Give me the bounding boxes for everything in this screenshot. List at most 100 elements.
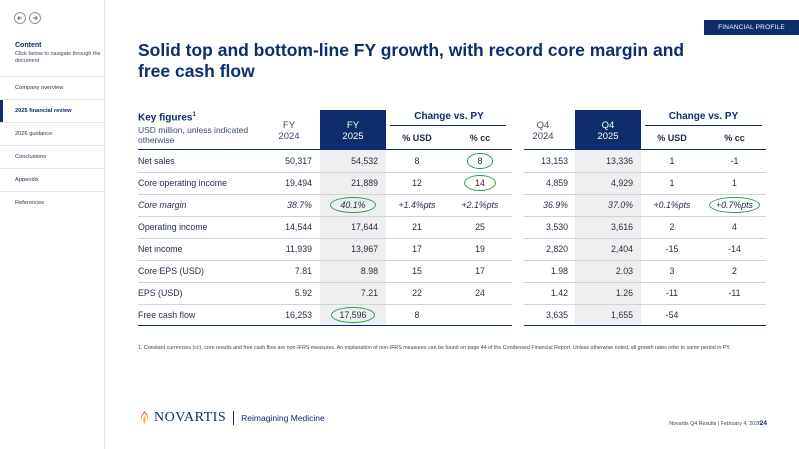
- cell-fy2025: 21,889: [351, 178, 378, 188]
- cell-cc-q4: +0.7%pts: [703, 194, 766, 216]
- cell-q42024: 1.98: [550, 266, 568, 276]
- q42024-header: Q4 2024: [510, 120, 576, 142]
- row-label: Net sales: [138, 156, 175, 166]
- novartis-logo: NOVARTIS Reimagining Medicine: [138, 410, 325, 426]
- key-figures-label: Key figures: [138, 112, 193, 124]
- cell-fy2024: 5.92: [294, 288, 312, 298]
- highlight-circle: 40.1%: [329, 197, 377, 213]
- cell-fy2025: 7.21: [360, 288, 378, 298]
- table-row: Operating income 14,544 17,644 21 25 3,5…: [138, 216, 766, 238]
- cell-q42025: 4,929: [610, 178, 633, 188]
- cell-cc: 24: [475, 288, 485, 298]
- table-body: Net sales 50,317 54,532 8 8 13,153 13,33…: [138, 150, 766, 326]
- q42025-label: Q4: [601, 120, 615, 131]
- sidebar-title: Content: [15, 42, 42, 49]
- cell-fy2025: 40.1%: [320, 194, 386, 216]
- cell-q42025: 3,616: [610, 222, 633, 232]
- cell-cc: 14: [448, 172, 512, 194]
- cell-cc-q4: 2: [732, 266, 737, 276]
- row-divider: [524, 238, 766, 239]
- back-arrow-icon[interactable]: [14, 12, 26, 24]
- cc-q4-header: % cc: [724, 133, 745, 143]
- row-divider: [524, 282, 766, 283]
- cell-cc-q4: [703, 304, 766, 326]
- page-title: Solid top and bottom-line FY growth, wit…: [138, 40, 685, 81]
- sidebar-item-appendix[interactable]: Appendix: [0, 168, 105, 191]
- change-fy-header: Change vs. PY: [414, 111, 484, 122]
- highlight-circle: +0.7%pts: [709, 197, 760, 213]
- cell-fy2024: 7.81: [294, 266, 312, 276]
- sidebar-item-financial-review[interactable]: 2025 financial review: [0, 99, 105, 122]
- cell-fy2024: 50,317: [285, 156, 312, 166]
- row-divider: [138, 172, 512, 173]
- fy2024-label: FY: [282, 120, 296, 131]
- footnote: 1. Constant currencies (cc), core result…: [138, 345, 731, 351]
- sidebar-item-conclusions[interactable]: Conclusions: [0, 145, 105, 168]
- cell-usd: +1.4%pts: [398, 200, 436, 210]
- logo-wordmark: NOVARTIS: [154, 410, 227, 425]
- row-divider: [138, 260, 512, 261]
- sidebar-item-guidance[interactable]: 2026 guidance: [0, 122, 105, 145]
- cell-cc: 17: [475, 266, 485, 276]
- row-divider: [524, 304, 766, 305]
- fy2025-year: 2025: [342, 131, 364, 142]
- fy2025-header: FY 2025: [320, 110, 386, 150]
- cell-usd: 22: [412, 288, 422, 298]
- cell-q42025: 13,336: [606, 156, 633, 166]
- cell-cc-q4: 1: [732, 178, 737, 188]
- header-rule-left: [138, 149, 512, 150]
- usd-q4-header: % USD: [657, 133, 687, 143]
- row-divider: [524, 260, 766, 261]
- cell-fy2025: 13,967: [351, 244, 378, 254]
- cell-cc: +2.1%pts: [461, 200, 499, 210]
- cell-cc: 19: [475, 244, 485, 254]
- cell-fy2024: 19,494: [285, 178, 312, 188]
- row-label: Free cash flow: [138, 310, 196, 320]
- sidebar-subtitle: Click below to navigate through the docu…: [15, 51, 101, 64]
- table-row: Net sales 50,317 54,532 8 8 13,153 13,33…: [138, 150, 766, 172]
- table-bottom-rule: [524, 325, 766, 326]
- cell-usd: 17: [412, 244, 422, 254]
- forward-arrow-icon[interactable]: [29, 12, 41, 24]
- cell-cc-q4: -11: [728, 288, 741, 298]
- row-label: Net income: [138, 244, 183, 254]
- highlight-circle: 8: [466, 153, 494, 169]
- cell-usd-q4: 3: [669, 266, 675, 276]
- table-row: Core EPS (USD) 7.81 8.98 15 17 1.98 2.03…: [138, 260, 766, 282]
- sidebar-item-references[interactable]: References: [0, 191, 105, 214]
- cell-fy2025: 17,596: [320, 304, 386, 326]
- change-q4-underline: [645, 125, 762, 126]
- cell-usd: 12: [412, 178, 422, 188]
- cell-q42024: 36.9%: [543, 200, 568, 210]
- cell-cc: 25: [475, 222, 485, 232]
- cell-fy2024: 38.7%: [287, 200, 312, 210]
- cell-cc: [448, 304, 512, 326]
- cell-usd-q4: -54: [665, 310, 679, 320]
- change-q4-header: Change vs. PY: [668, 111, 739, 122]
- cell-q42025: 37.0%: [608, 200, 633, 210]
- cell-usd-q4: 1: [669, 156, 675, 166]
- cell-q42024: 1.42: [550, 288, 568, 298]
- footnote-ref: 1: [192, 112, 196, 118]
- table-row: Core operating income 19,494 21,889 12 1…: [138, 172, 766, 194]
- cell-usd-q4: +0.1%pts: [653, 200, 691, 210]
- row-divider: [138, 194, 512, 195]
- cell-q42024: 3,635: [545, 310, 568, 320]
- row-divider: [524, 216, 766, 217]
- row-label: Core operating income: [138, 178, 227, 188]
- table-row: Core margin 38.7% 40.1% +1.4%pts +2.1%pt…: [138, 194, 766, 216]
- row-divider: [138, 304, 512, 305]
- usd-header: % USD: [402, 133, 432, 143]
- cell-usd-q4: 1: [669, 178, 675, 188]
- key-figures-title: Key figures1: [138, 112, 196, 123]
- section-tag: FINANCIAL PROFILE: [704, 20, 799, 35]
- cell-q42024: 3,530: [545, 222, 568, 232]
- logo-divider: [233, 411, 235, 425]
- row-label: EPS (USD): [138, 288, 183, 298]
- sidebar-item-company-overview[interactable]: Company overview: [0, 76, 105, 99]
- table-bottom-rule: [138, 325, 512, 326]
- cell-cc-q4: -14: [728, 244, 741, 254]
- cell-fy2025: 17,644: [351, 222, 378, 232]
- q42025-header: Q4 2025: [575, 110, 641, 150]
- fy2024-year: 2024: [278, 131, 300, 142]
